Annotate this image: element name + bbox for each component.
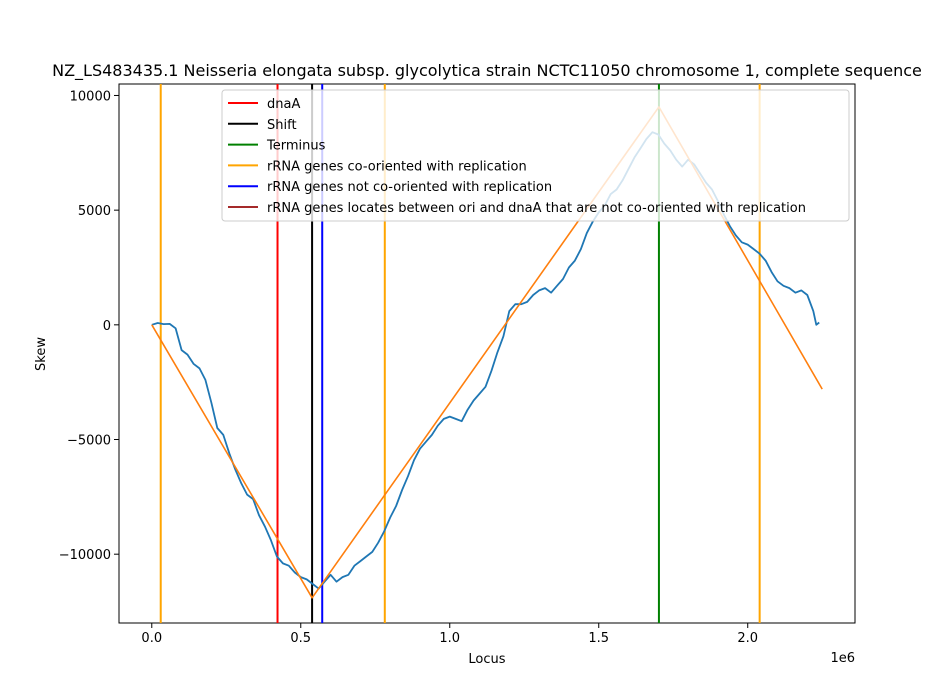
legend-label: Terminus [266,139,326,154]
x-axis-offset-label: 1e6 [830,651,855,666]
legend-label: Shift [267,118,297,133]
legend-label: rRNA genes not co-oriented with replicat… [267,180,552,195]
y-tick-label: 5000 [78,204,111,219]
legend-label: rRNA genes co-oriented with replication [267,159,527,174]
x-axis: 0.0 0.5 1.0 1.5 2.0 [141,623,758,646]
legend-label: rRNA genes locates between ori and dnaA … [267,201,806,216]
x-tick-label: 0.0 [141,631,162,646]
x-tick-label: 0.5 [290,631,311,646]
plot-frame [118,83,856,624]
x-tick-label: 1.0 [439,631,460,646]
x-axis-label: Locus [468,652,505,667]
y-tick-label: −5000 [67,434,111,449]
y-tick-label: −10000 [59,548,111,563]
y-tick-label: 10000 [70,89,111,104]
x-tick-label: 1.5 [588,631,609,646]
chart-title: NZ_LS483435.1 Neisseria elongata subsp. … [52,61,922,81]
series-fit-line [151,106,823,599]
y-tick-label: 0 [103,319,111,334]
legend-frame [221,89,850,222]
y-axis-label: Skew [34,337,49,371]
x-tick-label: 2.0 [737,631,758,646]
legend-label: dnaA [267,97,300,112]
legend: dnaA Shift Terminus rRNA genes co-oriented … [221,89,850,222]
y-axis: −10000 −5000 0 5000 10000 [59,89,119,563]
legend-entries: dnaA Shift Terminus rRNA genes co-oriented … [228,97,806,216]
